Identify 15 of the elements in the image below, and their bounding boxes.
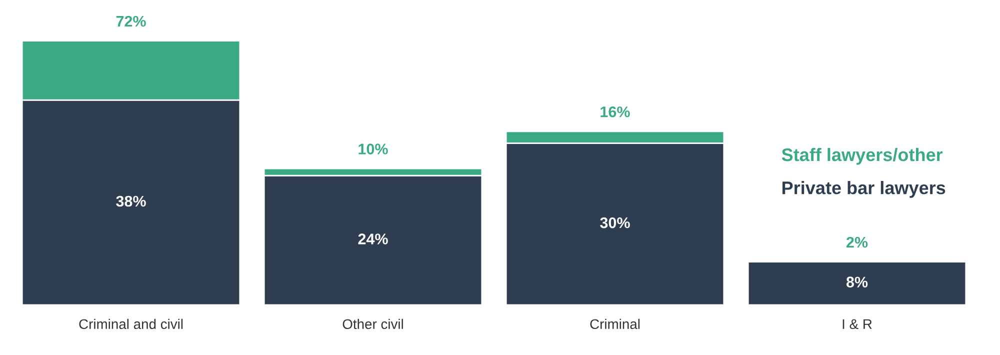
text: Private bar lawyers — [782, 181, 946, 198]
data-label: 8% — [846, 276, 868, 288]
data-label: 24% — [358, 234, 388, 244]
annotation: 72% — [116, 16, 146, 27]
x-tick-label: Other civil — [342, 318, 403, 330]
x-tick-label: Criminal — [590, 318, 640, 330]
text: Staff lawyers/other — [782, 148, 943, 165]
x-tick-label: Criminal and civil — [79, 318, 183, 330]
annotation: 10% — [358, 144, 388, 154]
bar — [747, 261, 967, 305]
annotation: 2% — [846, 236, 868, 248]
data-label: 30% — [600, 217, 630, 228]
annotation: 16% — [600, 106, 630, 118]
x-tick-label: I & R — [842, 319, 872, 330]
data-label: 38% — [116, 196, 146, 207]
